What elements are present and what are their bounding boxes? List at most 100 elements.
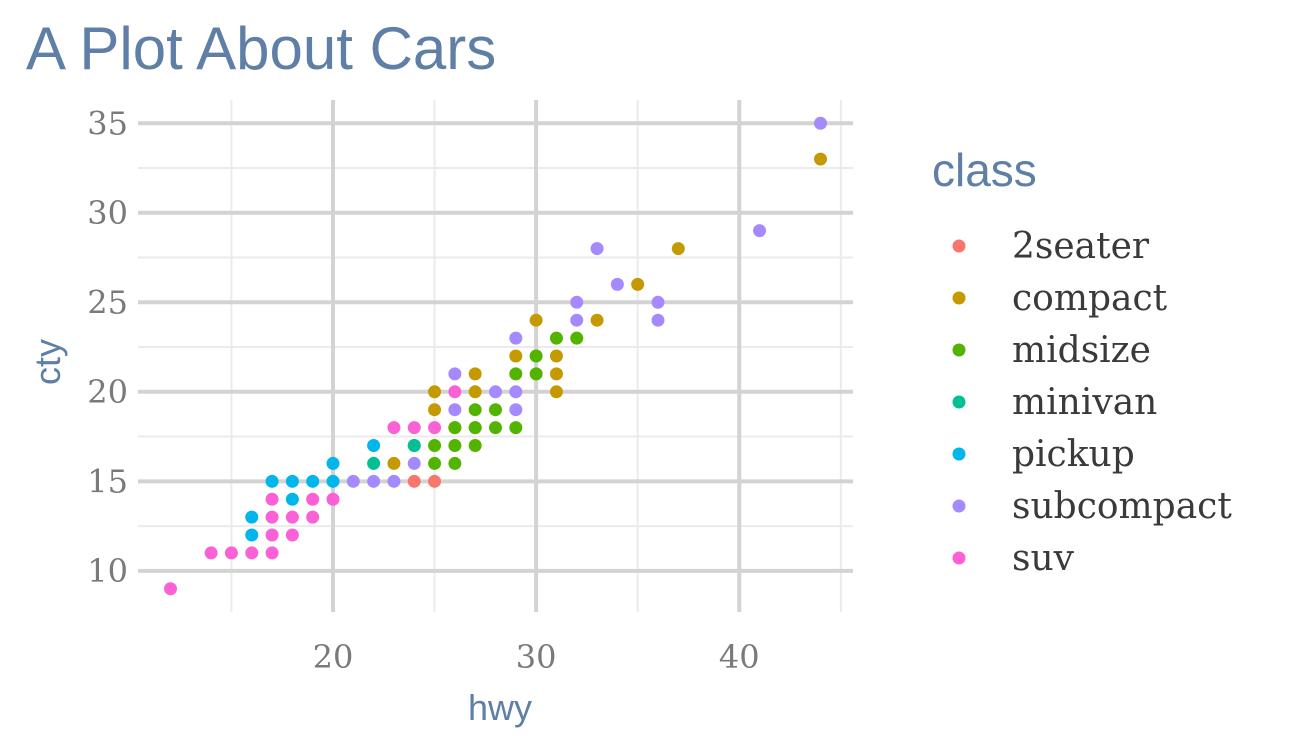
data-point-compact: [468, 367, 482, 381]
legend-key-minivan: [952, 395, 966, 409]
data-point-compact: [468, 385, 482, 399]
y-tick-label: 25: [87, 283, 128, 321]
data-point-pickup: [265, 474, 279, 488]
data-point-2seater: [407, 474, 421, 488]
data-point-compact: [549, 349, 563, 363]
data-point-pickup: [367, 439, 381, 453]
data-point-suv: [164, 582, 177, 596]
y-tick-label: 35: [87, 104, 128, 142]
legend-key-compact: [952, 291, 966, 305]
data-point-subcompact: [448, 403, 462, 417]
data-points: [164, 116, 827, 596]
data-point-midsize: [509, 367, 523, 381]
data-point-suv: [326, 492, 340, 506]
data-point-minivan: [407, 439, 421, 453]
legend-label-compact: compact: [1012, 278, 1168, 319]
y-tick-label: 20: [87, 373, 128, 411]
x-tick-label: 30: [516, 638, 557, 676]
data-point-pickup: [245, 528, 259, 542]
data-point-midsize: [570, 331, 584, 345]
x-tick-label: 40: [719, 638, 760, 676]
legend-title: class: [932, 144, 1037, 196]
legend-key-suv: [952, 551, 966, 565]
data-point-pickup: [285, 492, 299, 506]
data-point-pickup: [326, 456, 340, 470]
legend-label-2seater: 2seater: [1012, 226, 1150, 267]
y-axis-ticks: 10 15 20 25 30 35: [87, 104, 128, 590]
data-point-suv: [204, 546, 218, 560]
data-point-midsize: [428, 439, 442, 453]
legend-items: 2seater compact midsize minivan pickup subcom…: [952, 226, 1232, 579]
data-point-compact: [549, 367, 563, 381]
y-axis-title: cty: [27, 339, 68, 385]
data-point-subcompact: [387, 474, 401, 488]
data-point-pickup: [306, 474, 320, 488]
data-point-midsize: [448, 421, 462, 435]
data-point-subcompact: [509, 403, 523, 417]
data-point-minivan: [367, 456, 381, 470]
data-point-midsize: [468, 403, 482, 417]
x-axis-ticks: 20 30 40: [313, 638, 760, 676]
data-point-suv: [285, 510, 299, 524]
data-point-midsize: [529, 367, 543, 381]
data-point-suv: [265, 546, 279, 560]
data-point-subcompact: [407, 456, 421, 470]
data-point-suv: [407, 421, 421, 435]
data-point-subcompact: [753, 224, 767, 238]
data-point-suv: [245, 546, 259, 560]
data-point-suv: [448, 385, 462, 399]
data-point-compact: [814, 152, 827, 166]
data-point-subcompact: [489, 385, 502, 399]
data-point-midsize: [468, 439, 482, 453]
data-point-subcompact: [509, 331, 523, 345]
legend-key-pickup: [952, 447, 966, 461]
major-gridlines: [138, 100, 853, 612]
data-point-suv: [265, 528, 279, 542]
legend: class 2seater compact midsize minivan pickup…: [932, 144, 1232, 579]
data-point-subcompact: [814, 116, 827, 130]
data-point-suv: [306, 492, 320, 506]
x-tick-label: 20: [313, 638, 354, 676]
data-point-2seater: [428, 474, 442, 488]
data-point-compact: [387, 456, 401, 470]
data-point-suv: [265, 510, 279, 524]
y-tick-label: 10: [87, 552, 128, 590]
data-point-subcompact: [610, 277, 624, 291]
data-point-compact: [631, 277, 645, 291]
data-point-subcompact: [570, 313, 584, 327]
data-point-suv: [224, 546, 238, 560]
data-point-suv: [387, 421, 401, 435]
data-point-midsize: [489, 421, 502, 435]
data-point-compact: [428, 385, 442, 399]
data-point-midsize: [509, 421, 523, 435]
data-point-subcompact: [367, 474, 381, 488]
chart-title: A Plot About Cars: [26, 15, 497, 82]
data-point-subcompact: [570, 295, 584, 309]
minor-gridlines: [138, 100, 853, 612]
legend-key-2seater: [952, 239, 966, 253]
legend-key-subcompact: [952, 499, 966, 513]
data-point-compact: [671, 242, 685, 256]
data-point-compact: [590, 313, 604, 327]
y-tick-label: 15: [87, 462, 128, 500]
data-point-pickup: [285, 474, 299, 488]
data-point-subcompact: [509, 385, 523, 399]
data-point-compact: [509, 349, 523, 363]
y-tick-label: 30: [87, 194, 128, 232]
data-point-subcompact: [448, 367, 462, 381]
x-axis-title: hwy: [468, 687, 532, 728]
data-point-pickup: [326, 474, 340, 488]
data-point-compact: [529, 313, 543, 327]
data-point-suv: [285, 528, 299, 542]
legend-key-midsize: [952, 343, 966, 357]
data-point-suv: [265, 492, 279, 506]
data-point-compact: [549, 385, 563, 399]
data-point-midsize: [448, 456, 462, 470]
data-point-midsize: [489, 403, 502, 417]
data-point-suv: [428, 421, 442, 435]
data-point-suv: [306, 510, 320, 524]
data-point-midsize: [448, 439, 462, 453]
legend-label-pickup: pickup: [1012, 434, 1135, 475]
legend-label-minivan: minivan: [1012, 382, 1157, 423]
